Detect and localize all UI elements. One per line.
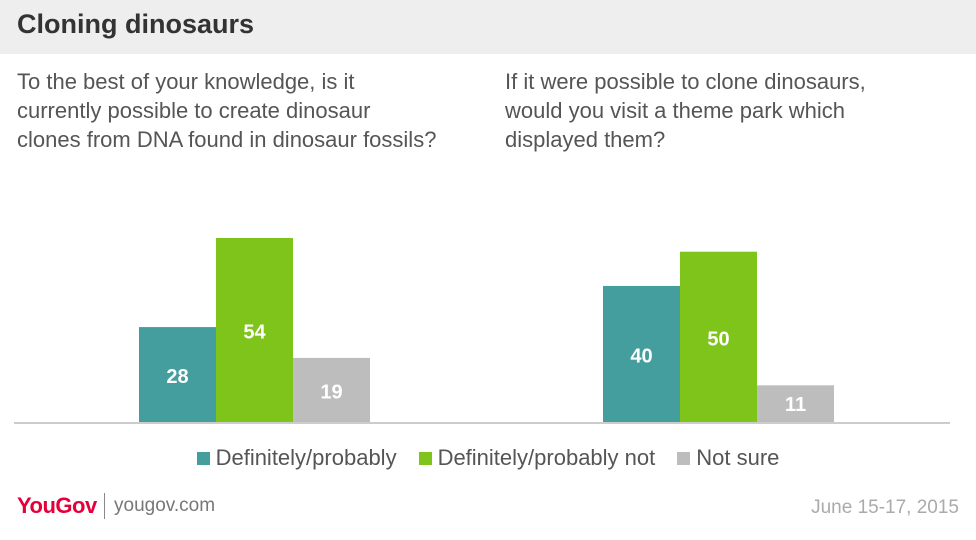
title-bar: Cloning dinosaurs <box>0 0 976 54</box>
survey-date: June 15-17, 2015 <box>811 497 959 518</box>
legend-item-not-sure: Not sure <box>677 445 779 471</box>
bar-q1-definitely-probably-not <box>216 238 293 423</box>
chart-title: Cloning dinosaurs <box>17 9 255 39</box>
bar-q1-not-sure <box>293 357 370 423</box>
bar-q2-not-sure <box>757 385 834 423</box>
site-link[interactable]: yougov.com <box>114 495 216 516</box>
bars-group: 28 54 19 40 50 11 <box>139 238 834 423</box>
bar-q2-definitely-probably <box>603 285 680 423</box>
question-2: If it were possible to clone dinosaurs, … <box>505 69 866 152</box>
legend: Definitely/probably Definitely/probably … <box>0 444 976 472</box>
legend-swatch-not-sure <box>677 451 691 465</box>
legend-item-definitely-probably-not: Definitely/probably not <box>418 445 656 471</box>
bar-chart: 28 54 19 40 50 11 <box>14 238 950 424</box>
data-label-q1-not-sure: 19 <box>320 381 342 403</box>
data-label-q2-definitely-probably-not: 50 <box>707 328 729 350</box>
legend-label: Definitely/probably not <box>437 445 656 470</box>
yougov-logo: YouGov <box>17 493 97 518</box>
footer-divider <box>104 493 105 519</box>
legend-label: Definitely/probably <box>215 445 397 470</box>
data-label-q2-definitely-probably: 40 <box>630 345 652 367</box>
data-label-q2-not-sure: 11 <box>785 394 806 416</box>
question-1: To the best of your knowledge, is it cur… <box>17 69 437 152</box>
legend-label: Not sure <box>696 445 780 470</box>
legend-swatch-definitely-probably <box>196 451 210 465</box>
legend-swatch-definitely-probably-not <box>418 451 432 465</box>
bar-q2-definitely-probably-not <box>680 251 757 423</box>
bar-q1-definitely-probably <box>139 327 216 423</box>
data-label-q1-definitely-probably-not: 54 <box>243 322 266 344</box>
data-label-q1-definitely-probably: 28 <box>166 366 188 388</box>
legend-item-definitely-probably: Definitely/probably <box>196 445 397 471</box>
